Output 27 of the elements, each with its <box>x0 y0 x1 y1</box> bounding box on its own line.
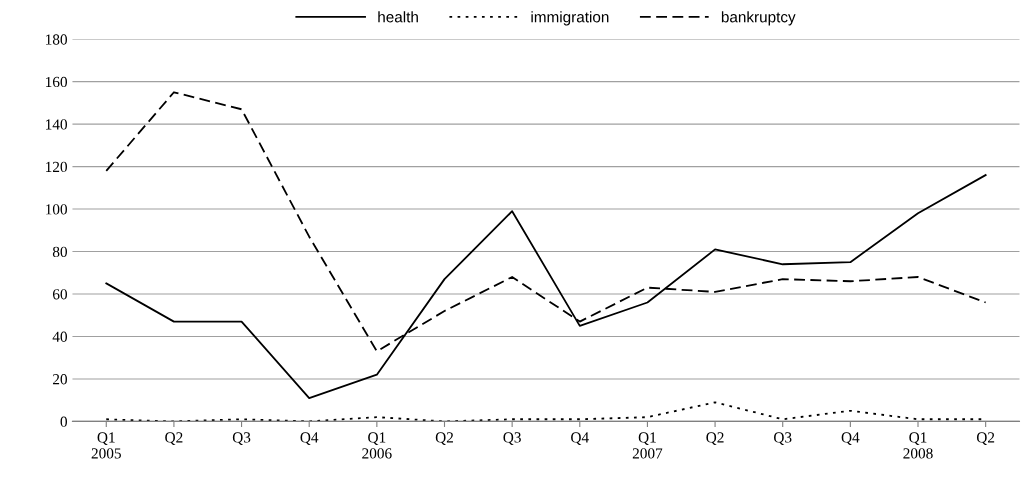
y-tick-label: 160 <box>46 76 68 88</box>
y-tick-label: 180 <box>46 34 68 45</box>
x-tick-label: Q3 <box>774 432 792 445</box>
x-tick-label: Q3 <box>232 432 251 445</box>
legend-label: health <box>378 11 418 23</box>
x-tick-label: Q3 <box>503 432 521 445</box>
y-tick-label: 140 <box>46 119 68 130</box>
x-tick-label: Q1 2008 <box>903 432 933 459</box>
legend-label: bankruptcy <box>721 11 796 26</box>
y-tick-label: 120 <box>46 161 68 173</box>
x-tick-label: Q2 <box>435 432 453 445</box>
y-tick-label: 60 <box>52 289 68 300</box>
x-tick-label: Q1 2006 <box>362 432 392 459</box>
x-tick-label: Q2 <box>706 432 724 445</box>
y-tick-label: 20 <box>52 374 68 385</box>
x-tick-label: Q4 <box>571 432 589 445</box>
x-tick-label: Q2 <box>976 432 995 445</box>
x-tick-label: Q4 <box>841 432 860 445</box>
x-tick-label: Q1 2007 <box>632 432 663 459</box>
legend-label: immigration <box>531 11 609 26</box>
x-tick-label: Q4 <box>300 432 319 445</box>
y-tick-label: 0 <box>60 416 68 427</box>
y-tick-label: 40 <box>52 331 68 342</box>
x-tick-label: Q2 <box>165 432 183 445</box>
y-tick-label: 80 <box>52 246 68 257</box>
y-tick-label: 100 <box>46 204 68 215</box>
x-tick-label: Q1 2005 <box>91 432 121 459</box>
